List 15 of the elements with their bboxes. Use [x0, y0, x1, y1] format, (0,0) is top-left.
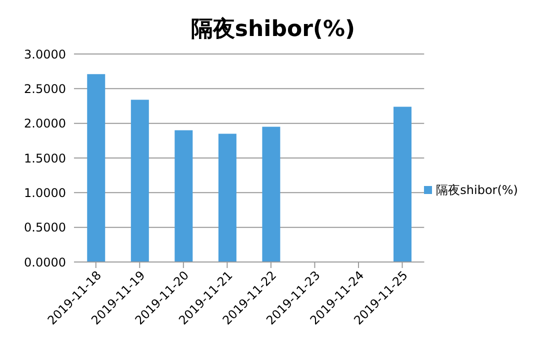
y-tick-label: 0.0000: [24, 255, 66, 270]
bar: [394, 106, 412, 262]
y-tick-label: 2.0000: [24, 116, 66, 131]
y-tick-label: 3.0000: [24, 47, 66, 62]
chart-title: 隔夜shibor(%): [190, 16, 356, 44]
y-tick-label: 0.5000: [24, 220, 66, 235]
y-tick-label: 1.0000: [24, 186, 66, 200]
y-tick-label: 1.5000: [24, 151, 66, 166]
bar: [262, 126, 280, 262]
bar: [130, 100, 149, 262]
bar: [87, 74, 106, 262]
bar: [174, 130, 193, 262]
bar: [218, 134, 236, 262]
y-tick-label: 2.5000: [24, 82, 66, 96]
legend-label: 隔夜shibor(%): [436, 183, 518, 197]
